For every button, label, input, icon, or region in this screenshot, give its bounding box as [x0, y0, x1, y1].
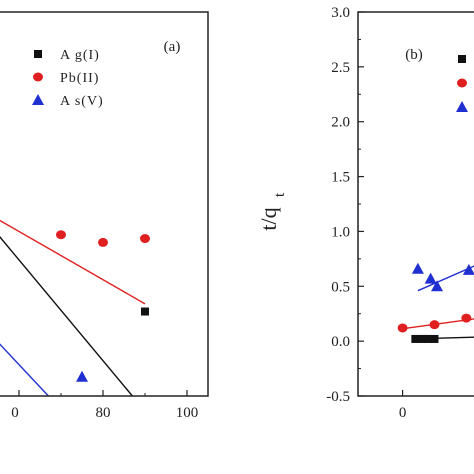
panel-b-y-tick-label: 2.5	[331, 60, 350, 76]
panel-b-y-tick-label: 3.0	[331, 5, 350, 21]
panel-b-data-point	[411, 262, 424, 274]
panel-a-x-tick-label: 100	[176, 405, 199, 421]
panel-a-legend-label: A s(V)	[60, 94, 104, 109]
panel-b-y-tick-label: 0.0	[331, 334, 350, 350]
panel-b-y-tick-label: 0.5	[331, 279, 350, 295]
panel-b-fit-line	[417, 265, 474, 292]
panel-b-data-point	[461, 313, 472, 323]
panel-b-y-axis-label-main: t/q	[256, 207, 281, 230]
panel-b-data-point	[411, 334, 420, 343]
panel-a-fit-line	[0, 219, 146, 305]
panel-a-x-tick-label: 0	[11, 405, 19, 421]
panel-b-y-axis-label: t/q t	[256, 192, 288, 231]
panel-b-legend-marker	[457, 78, 467, 88]
panel-b-y-ticks: -0.5 0.0 0.5 1.0 1.5 2.0 2.5 3.0	[326, 5, 364, 405]
panel-b-label: (b)	[405, 47, 423, 63]
panel-a-fit-line	[0, 343, 49, 397]
panel-b-legend-marker	[458, 55, 466, 63]
panel-a-data-point	[76, 370, 88, 382]
panel-a-chart: 0 80 100 (a) A g(I) Pb(II) A s(V)	[0, 11, 209, 421]
panel-b-data-point	[429, 320, 440, 330]
panel-b-data-point	[397, 323, 408, 333]
panel-a-legend-marker	[33, 72, 43, 82]
panel-a-legend-label: Pb(II)	[60, 71, 99, 86]
panel-b-y-axis-label-subscript: t	[272, 192, 288, 197]
panel-a-legend-marker	[32, 94, 44, 105]
panel-b-data-point	[430, 334, 439, 343]
panel-a-x-ticks: 0 80 100	[11, 390, 198, 421]
panel-b-y-tick-label: 1.0	[331, 224, 350, 240]
panel-a-x-tick-label: 80	[96, 405, 111, 421]
panel-b-data-point	[417, 334, 426, 343]
panel-a-legend-marker	[34, 50, 42, 58]
panel-a-legend: A g(I) Pb(II) A s(V)	[32, 48, 104, 109]
panel-b-legend-marker	[456, 101, 468, 112]
panel-a-data-point	[56, 230, 66, 240]
panel-a-fit-line	[0, 236, 133, 397]
panel-b-data-point	[424, 272, 437, 284]
panel-b-data-point	[462, 263, 474, 275]
panel-b-y-tick-label: 2.0	[331, 115, 350, 131]
panel-b-y-tick-label: 1.5	[331, 170, 350, 186]
panel-b-data-points	[397, 262, 474, 343]
panel-b-legend	[456, 55, 468, 112]
panel-a-data-point	[141, 307, 149, 316]
panel-a-plot-frame	[0, 11, 209, 397]
panel-b-x-ticks: 0	[399, 390, 407, 421]
panel-a-label: (a)	[164, 39, 181, 55]
panel-b-x-tick-label: 0	[399, 405, 407, 421]
panel-b-chart: -0.5 0.0 0.5 1.0 1.5 2.0 2.5 3.0 0 (b) t/q t	[256, 5, 474, 421]
panel-a-data-point	[140, 234, 150, 244]
panel-a-data-points	[56, 230, 150, 382]
panel-a-fit-lines	[0, 219, 146, 397]
panel-b-data-point	[431, 280, 444, 292]
panel-a-legend-label: A g(I)	[60, 48, 100, 63]
panel-b-fit-line	[399, 318, 474, 330]
panel-a-data-point	[98, 237, 108, 247]
panel-b-y-tick-label: -0.5	[326, 389, 350, 405]
panel-b-data-point	[424, 334, 433, 343]
